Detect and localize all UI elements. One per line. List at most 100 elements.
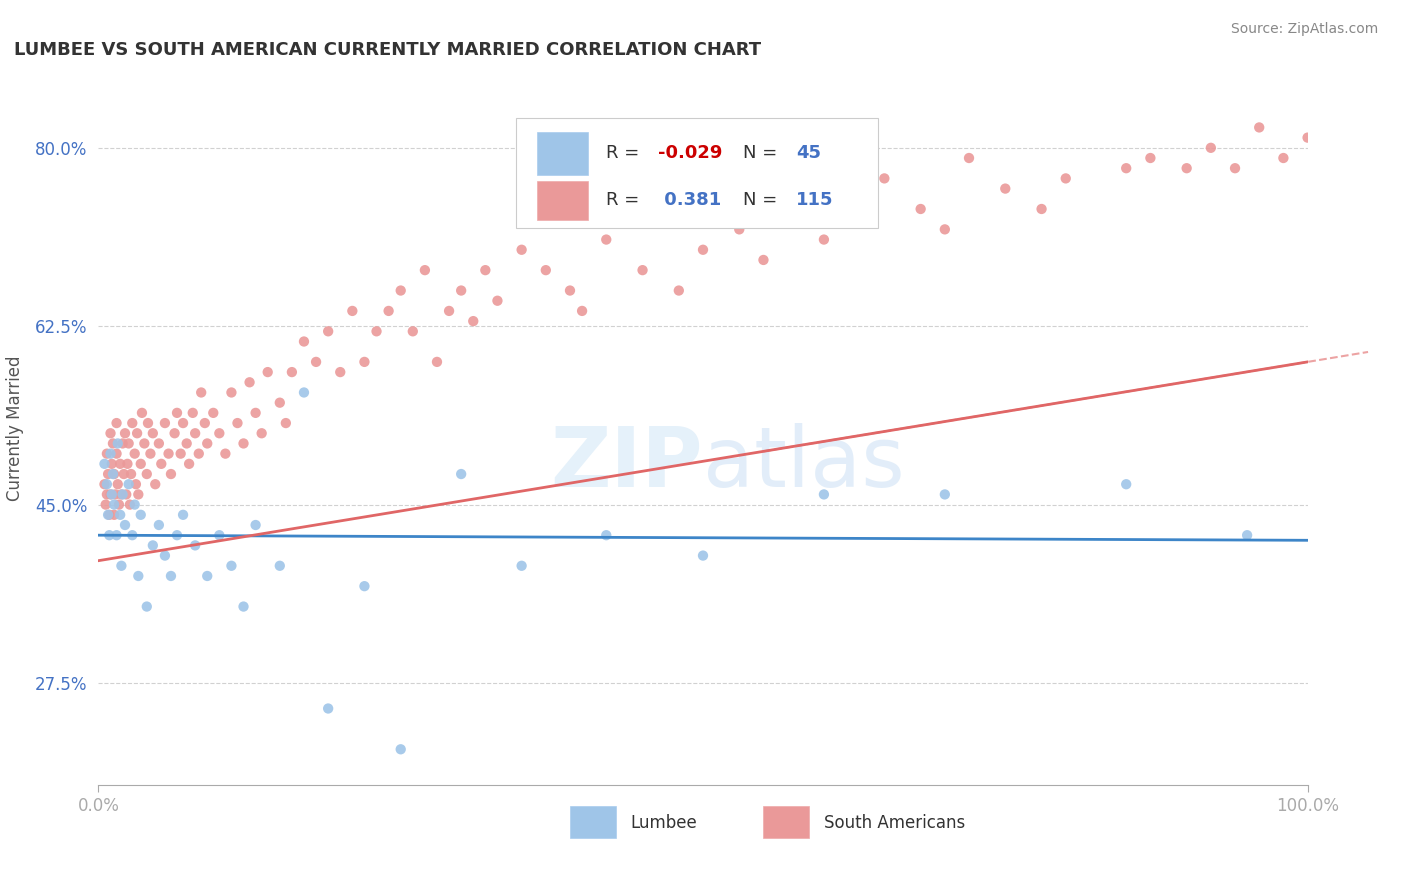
Text: ZIP: ZIP — [551, 424, 703, 504]
Point — [221, 558, 243, 573]
Point — [353, 579, 375, 593]
Point — [934, 487, 956, 501]
Point — [112, 467, 135, 481]
Text: -0.029: -0.029 — [658, 145, 723, 162]
Point — [595, 233, 617, 247]
Point — [181, 406, 204, 420]
Point — [135, 599, 157, 614]
Point — [631, 263, 654, 277]
Point — [450, 467, 472, 481]
Point — [202, 406, 225, 420]
Point — [148, 518, 170, 533]
Point — [190, 385, 212, 400]
Point — [101, 436, 124, 450]
Point — [728, 222, 751, 236]
Point — [426, 355, 449, 369]
Point — [107, 477, 129, 491]
Text: atlas: atlas — [703, 424, 904, 504]
Point — [163, 426, 186, 441]
Text: R =: R = — [606, 145, 645, 162]
Point — [114, 426, 136, 441]
Point — [121, 528, 143, 542]
Point — [127, 569, 149, 583]
Point — [139, 447, 162, 461]
Point — [342, 304, 364, 318]
Point — [1272, 151, 1295, 165]
Point — [157, 447, 180, 461]
Point — [450, 284, 472, 298]
Point — [108, 508, 131, 522]
Point — [103, 508, 125, 522]
Point — [100, 426, 122, 441]
Point — [571, 304, 593, 318]
Point — [692, 243, 714, 257]
Text: R =: R = — [606, 191, 645, 209]
Point — [127, 487, 149, 501]
Point — [910, 202, 932, 216]
Point — [389, 742, 412, 756]
Point — [100, 447, 122, 461]
Point — [118, 436, 141, 450]
Point — [108, 457, 131, 471]
Point — [1236, 528, 1258, 542]
Point — [105, 447, 128, 461]
Text: South Americans: South Americans — [824, 814, 965, 831]
Point — [103, 498, 125, 512]
Point — [96, 477, 118, 491]
FancyBboxPatch shape — [516, 118, 879, 228]
Point — [389, 284, 412, 298]
Point — [160, 569, 183, 583]
Point — [994, 181, 1017, 195]
Point — [195, 436, 218, 450]
Point — [232, 436, 254, 450]
Bar — [537, 180, 588, 219]
Point — [129, 508, 152, 522]
Point — [100, 487, 122, 501]
Point — [1115, 477, 1137, 491]
Point — [486, 293, 509, 308]
Point — [108, 498, 131, 512]
Point — [98, 528, 121, 542]
Point — [179, 457, 201, 471]
Point — [184, 426, 207, 441]
Point — [150, 457, 173, 471]
Point — [208, 528, 231, 542]
Point — [316, 701, 339, 715]
Point — [813, 233, 835, 247]
Bar — [763, 806, 810, 838]
Point — [135, 467, 157, 481]
Point — [668, 284, 690, 298]
Point — [172, 508, 194, 522]
Point — [463, 314, 485, 328]
Point — [110, 558, 132, 573]
Point — [292, 334, 315, 349]
Point — [107, 436, 129, 450]
Point — [245, 518, 267, 533]
Point — [402, 324, 425, 338]
Point — [93, 477, 115, 491]
Point — [124, 498, 146, 512]
Point — [221, 385, 243, 400]
Point — [94, 498, 117, 512]
Point — [269, 558, 291, 573]
Point — [118, 498, 141, 512]
Point — [1139, 151, 1161, 165]
Point — [93, 457, 115, 471]
Point — [142, 426, 165, 441]
Bar — [569, 806, 616, 838]
Point — [194, 416, 217, 430]
Point — [366, 324, 388, 338]
Point — [281, 365, 304, 379]
Point — [1296, 130, 1319, 145]
Text: 115: 115 — [796, 191, 834, 209]
Text: N =: N = — [742, 145, 783, 162]
Point — [195, 569, 218, 583]
Point — [120, 467, 142, 481]
Point — [103, 467, 125, 481]
Point — [184, 538, 207, 552]
Point — [160, 467, 183, 481]
Point — [100, 457, 122, 471]
Point — [474, 263, 496, 277]
Point — [129, 457, 152, 471]
Point — [148, 436, 170, 450]
